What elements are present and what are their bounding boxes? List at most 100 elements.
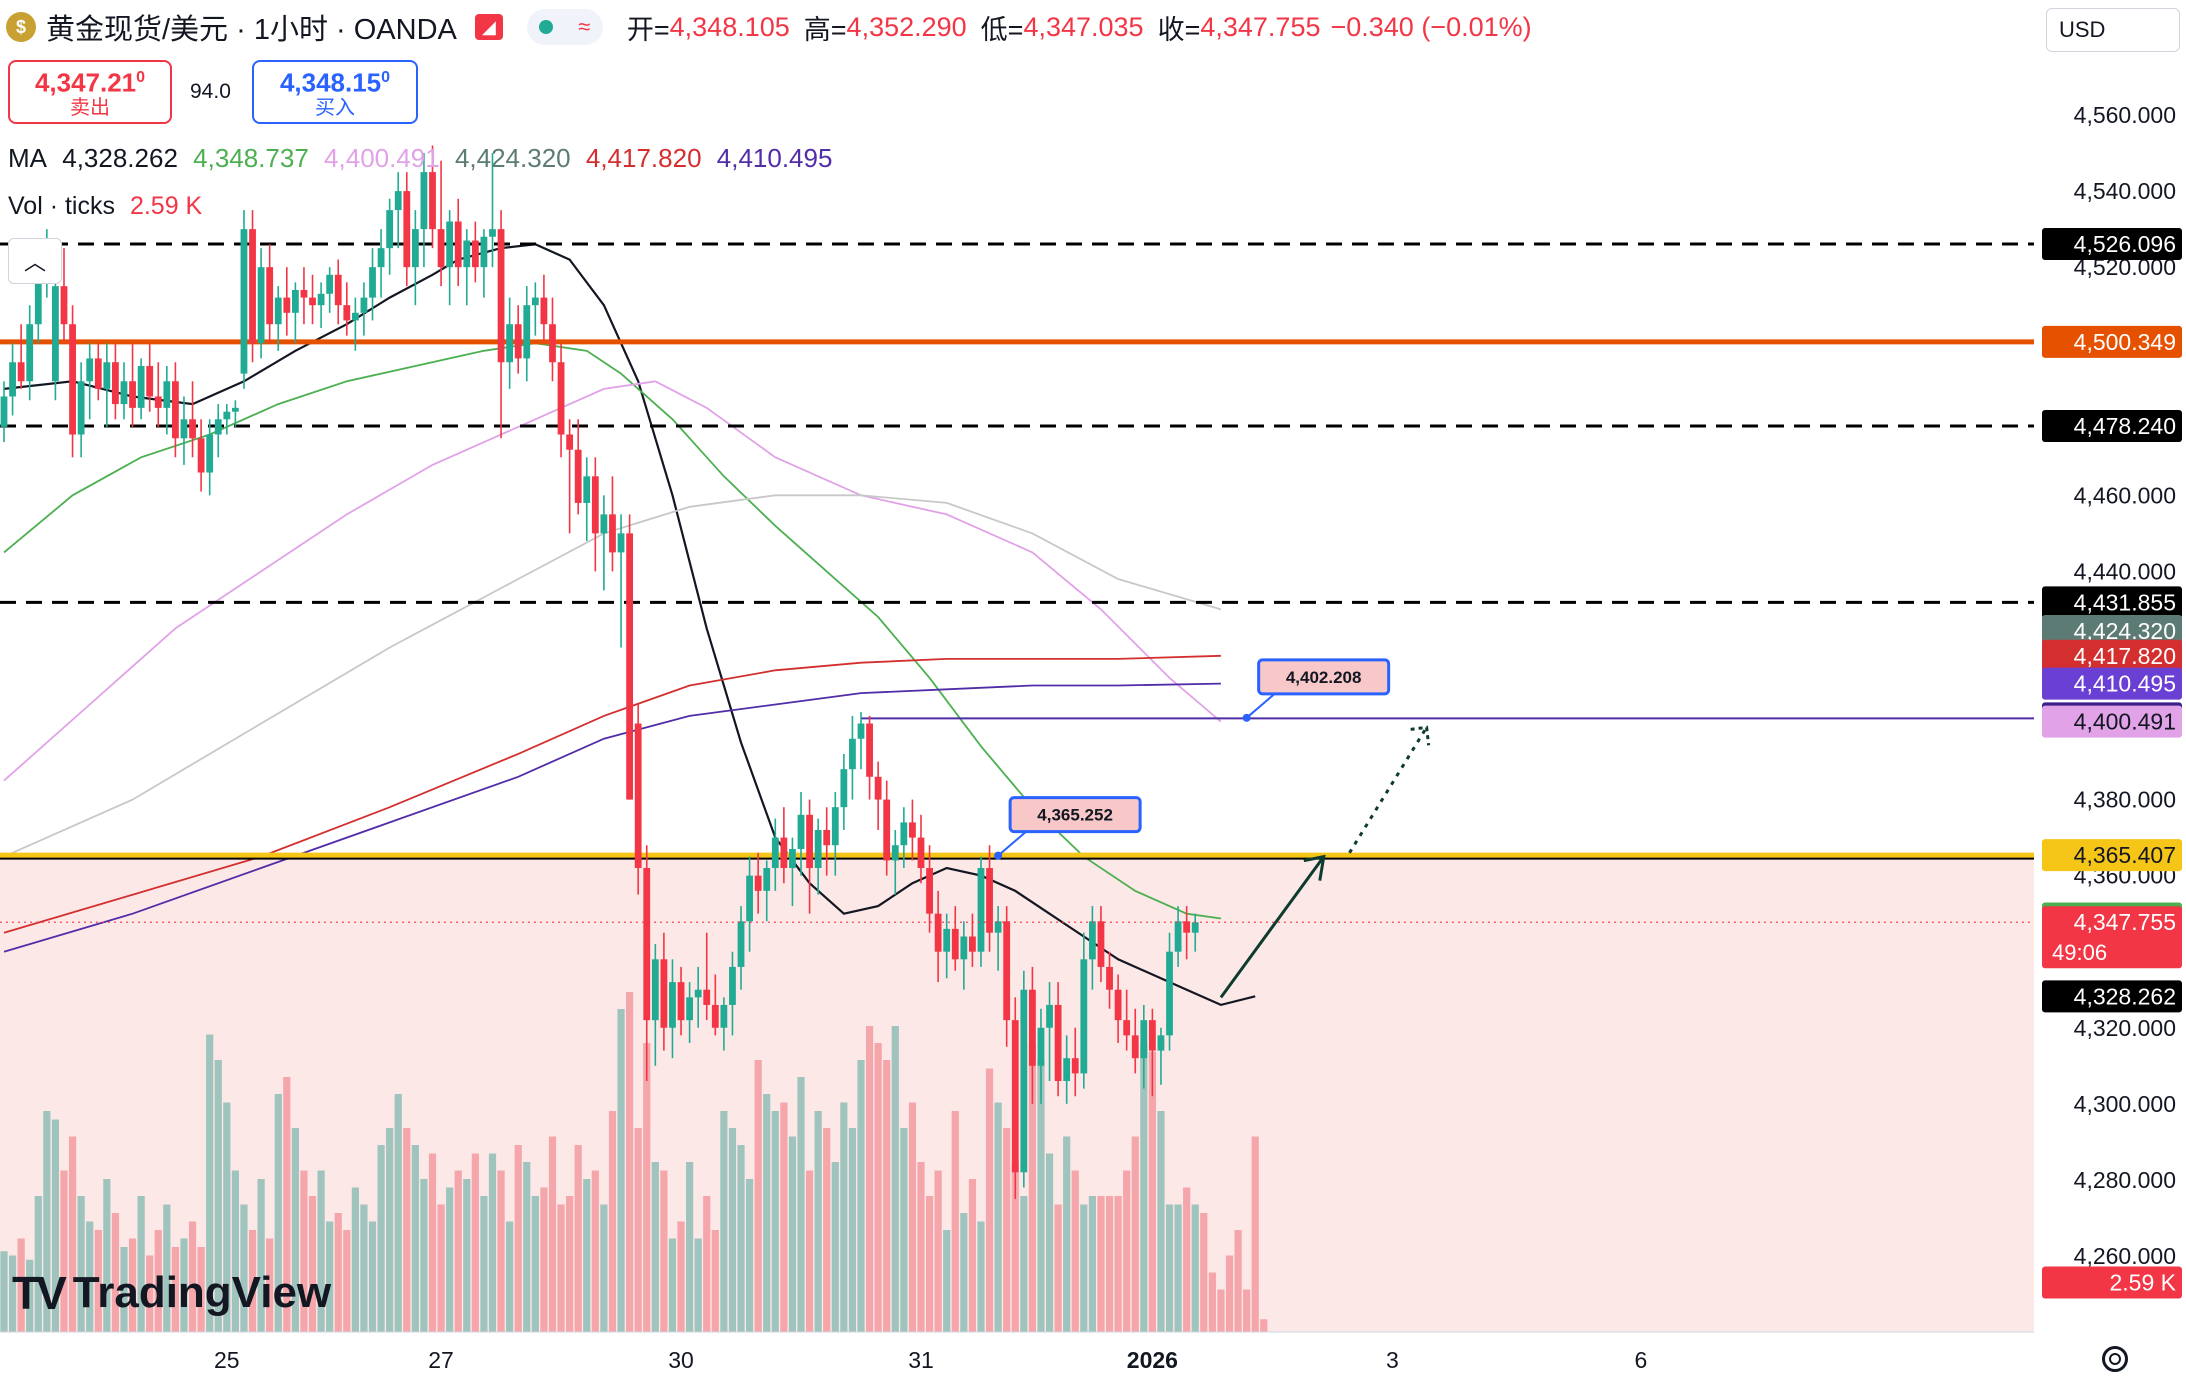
candle-body[interactable] (831, 807, 839, 846)
candle-body[interactable] (1037, 1027, 1045, 1066)
candle-body[interactable] (677, 982, 685, 1021)
candle-body[interactable] (189, 419, 196, 439)
candle-body[interactable] (1123, 1020, 1131, 1036)
candle-body[interactable] (112, 362, 119, 405)
candle-body[interactable] (969, 936, 976, 952)
candle-body[interactable] (686, 997, 693, 1021)
candle-body[interactable] (609, 514, 616, 553)
candle-body[interactable] (180, 419, 188, 439)
candle-body[interactable] (617, 533, 625, 553)
candle-body[interactable] (489, 229, 496, 237)
ma-legend[interactable]: MA 4,328.262 4,348.737 4,400.491 4,424.3… (8, 143, 840, 174)
sell-button[interactable]: 4,347.210 卖出 (8, 60, 172, 124)
candle-body[interactable] (840, 769, 848, 808)
candle-body[interactable] (823, 830, 831, 846)
candle-body[interactable] (634, 723, 642, 869)
candle-body[interactable] (729, 966, 736, 1005)
candle-body[interactable] (437, 229, 445, 268)
collapse-legend-button[interactable]: ︿ (8, 238, 62, 284)
candle-body[interactable] (266, 267, 274, 325)
candle-body[interactable] (771, 837, 779, 869)
candle-body[interactable] (977, 868, 985, 952)
candle-body[interactable] (806, 814, 813, 869)
candle-body[interactable] (626, 533, 634, 800)
candle-body[interactable] (317, 293, 325, 306)
candle-body[interactable] (309, 297, 316, 306)
candle-body[interactable] (240, 229, 248, 374)
candle-body[interactable] (231, 407, 239, 412)
candle-body[interactable] (600, 514, 608, 534)
candle-body[interactable] (0, 396, 8, 427)
candle-body[interactable] (591, 476, 599, 534)
candle-body[interactable] (369, 267, 376, 298)
candle-body[interactable] (720, 1004, 728, 1028)
candle-body[interactable] (206, 434, 214, 473)
candle-body[interactable] (754, 875, 762, 891)
candle-body[interactable] (994, 921, 1002, 933)
candle-body[interactable] (17, 362, 25, 382)
candle-body[interactable] (917, 837, 925, 869)
candle-body[interactable] (300, 289, 308, 298)
candle-body[interactable] (1046, 1004, 1053, 1028)
candle-body[interactable] (86, 358, 94, 382)
candle-body[interactable] (377, 248, 385, 268)
candle-body[interactable] (849, 738, 856, 770)
candle-body[interactable] (514, 324, 522, 359)
candle-body[interactable] (69, 324, 76, 435)
candle-body[interactable] (446, 221, 454, 268)
symbol-title[interactable]: 黄金现货/美元 · 1小时 · OANDA (46, 14, 457, 46)
candle-body[interactable] (1088, 921, 1096, 960)
candle-body[interactable] (1054, 1004, 1062, 1082)
volume-legend[interactable]: Vol · ticks 2.59 K (8, 192, 202, 221)
candle-body[interactable] (146, 366, 154, 397)
candle-body[interactable] (643, 868, 651, 1021)
candle-body[interactable] (420, 172, 428, 230)
candle-body[interactable] (360, 297, 368, 313)
market-status-icon[interactable]: ◢ (474, 14, 503, 40)
candle-body[interactable] (223, 411, 231, 420)
candle-body[interactable] (291, 289, 299, 313)
candle-body[interactable] (403, 191, 411, 268)
candle-body[interactable] (909, 822, 916, 838)
candle-body[interactable] (60, 286, 68, 325)
candle-body[interactable] (1020, 989, 1028, 1173)
candle-body[interactable] (463, 240, 471, 268)
candle-body[interactable] (249, 229, 256, 344)
candle-body[interactable] (9, 362, 16, 397)
candle-body[interactable] (129, 381, 136, 408)
candle-body[interactable] (1106, 966, 1113, 990)
candle-body[interactable] (531, 297, 539, 306)
candle-body[interactable] (797, 814, 805, 850)
candle-body[interactable] (874, 776, 882, 800)
candle-body[interactable] (660, 959, 668, 1028)
candle-body[interactable] (163, 381, 171, 408)
candle-body[interactable] (394, 191, 402, 211)
candle-body[interactable] (746, 875, 753, 922)
candle-body[interactable] (52, 286, 59, 382)
candle-body[interactable] (814, 830, 822, 869)
currency-selector[interactable]: USD (2046, 8, 2180, 52)
candle-body[interactable] (1183, 921, 1191, 933)
candle-body[interactable] (334, 274, 342, 306)
candle-body[interactable] (711, 1004, 719, 1028)
candle-body[interactable] (883, 799, 891, 861)
candle-body[interactable] (789, 849, 796, 869)
candle-body[interactable] (523, 305, 531, 359)
candle-body[interactable] (900, 822, 908, 846)
candle-body[interactable] (411, 229, 419, 268)
candle-body[interactable] (471, 240, 479, 268)
callout-box-1[interactable] (1008, 796, 1142, 834)
candle-body[interactable] (651, 959, 659, 1021)
candle-body[interactable] (386, 210, 394, 249)
candle-body[interactable] (1166, 951, 1173, 1036)
candle-body[interactable] (103, 362, 111, 389)
candle-body[interactable] (257, 267, 265, 344)
candle-body[interactable] (197, 438, 205, 473)
candle-body[interactable] (557, 362, 565, 435)
candle-body[interactable] (120, 381, 128, 405)
candle-body[interactable] (549, 324, 556, 363)
candle-body[interactable] (1080, 959, 1088, 1074)
candle-body[interactable] (326, 274, 334, 294)
candle-body[interactable] (351, 312, 359, 321)
